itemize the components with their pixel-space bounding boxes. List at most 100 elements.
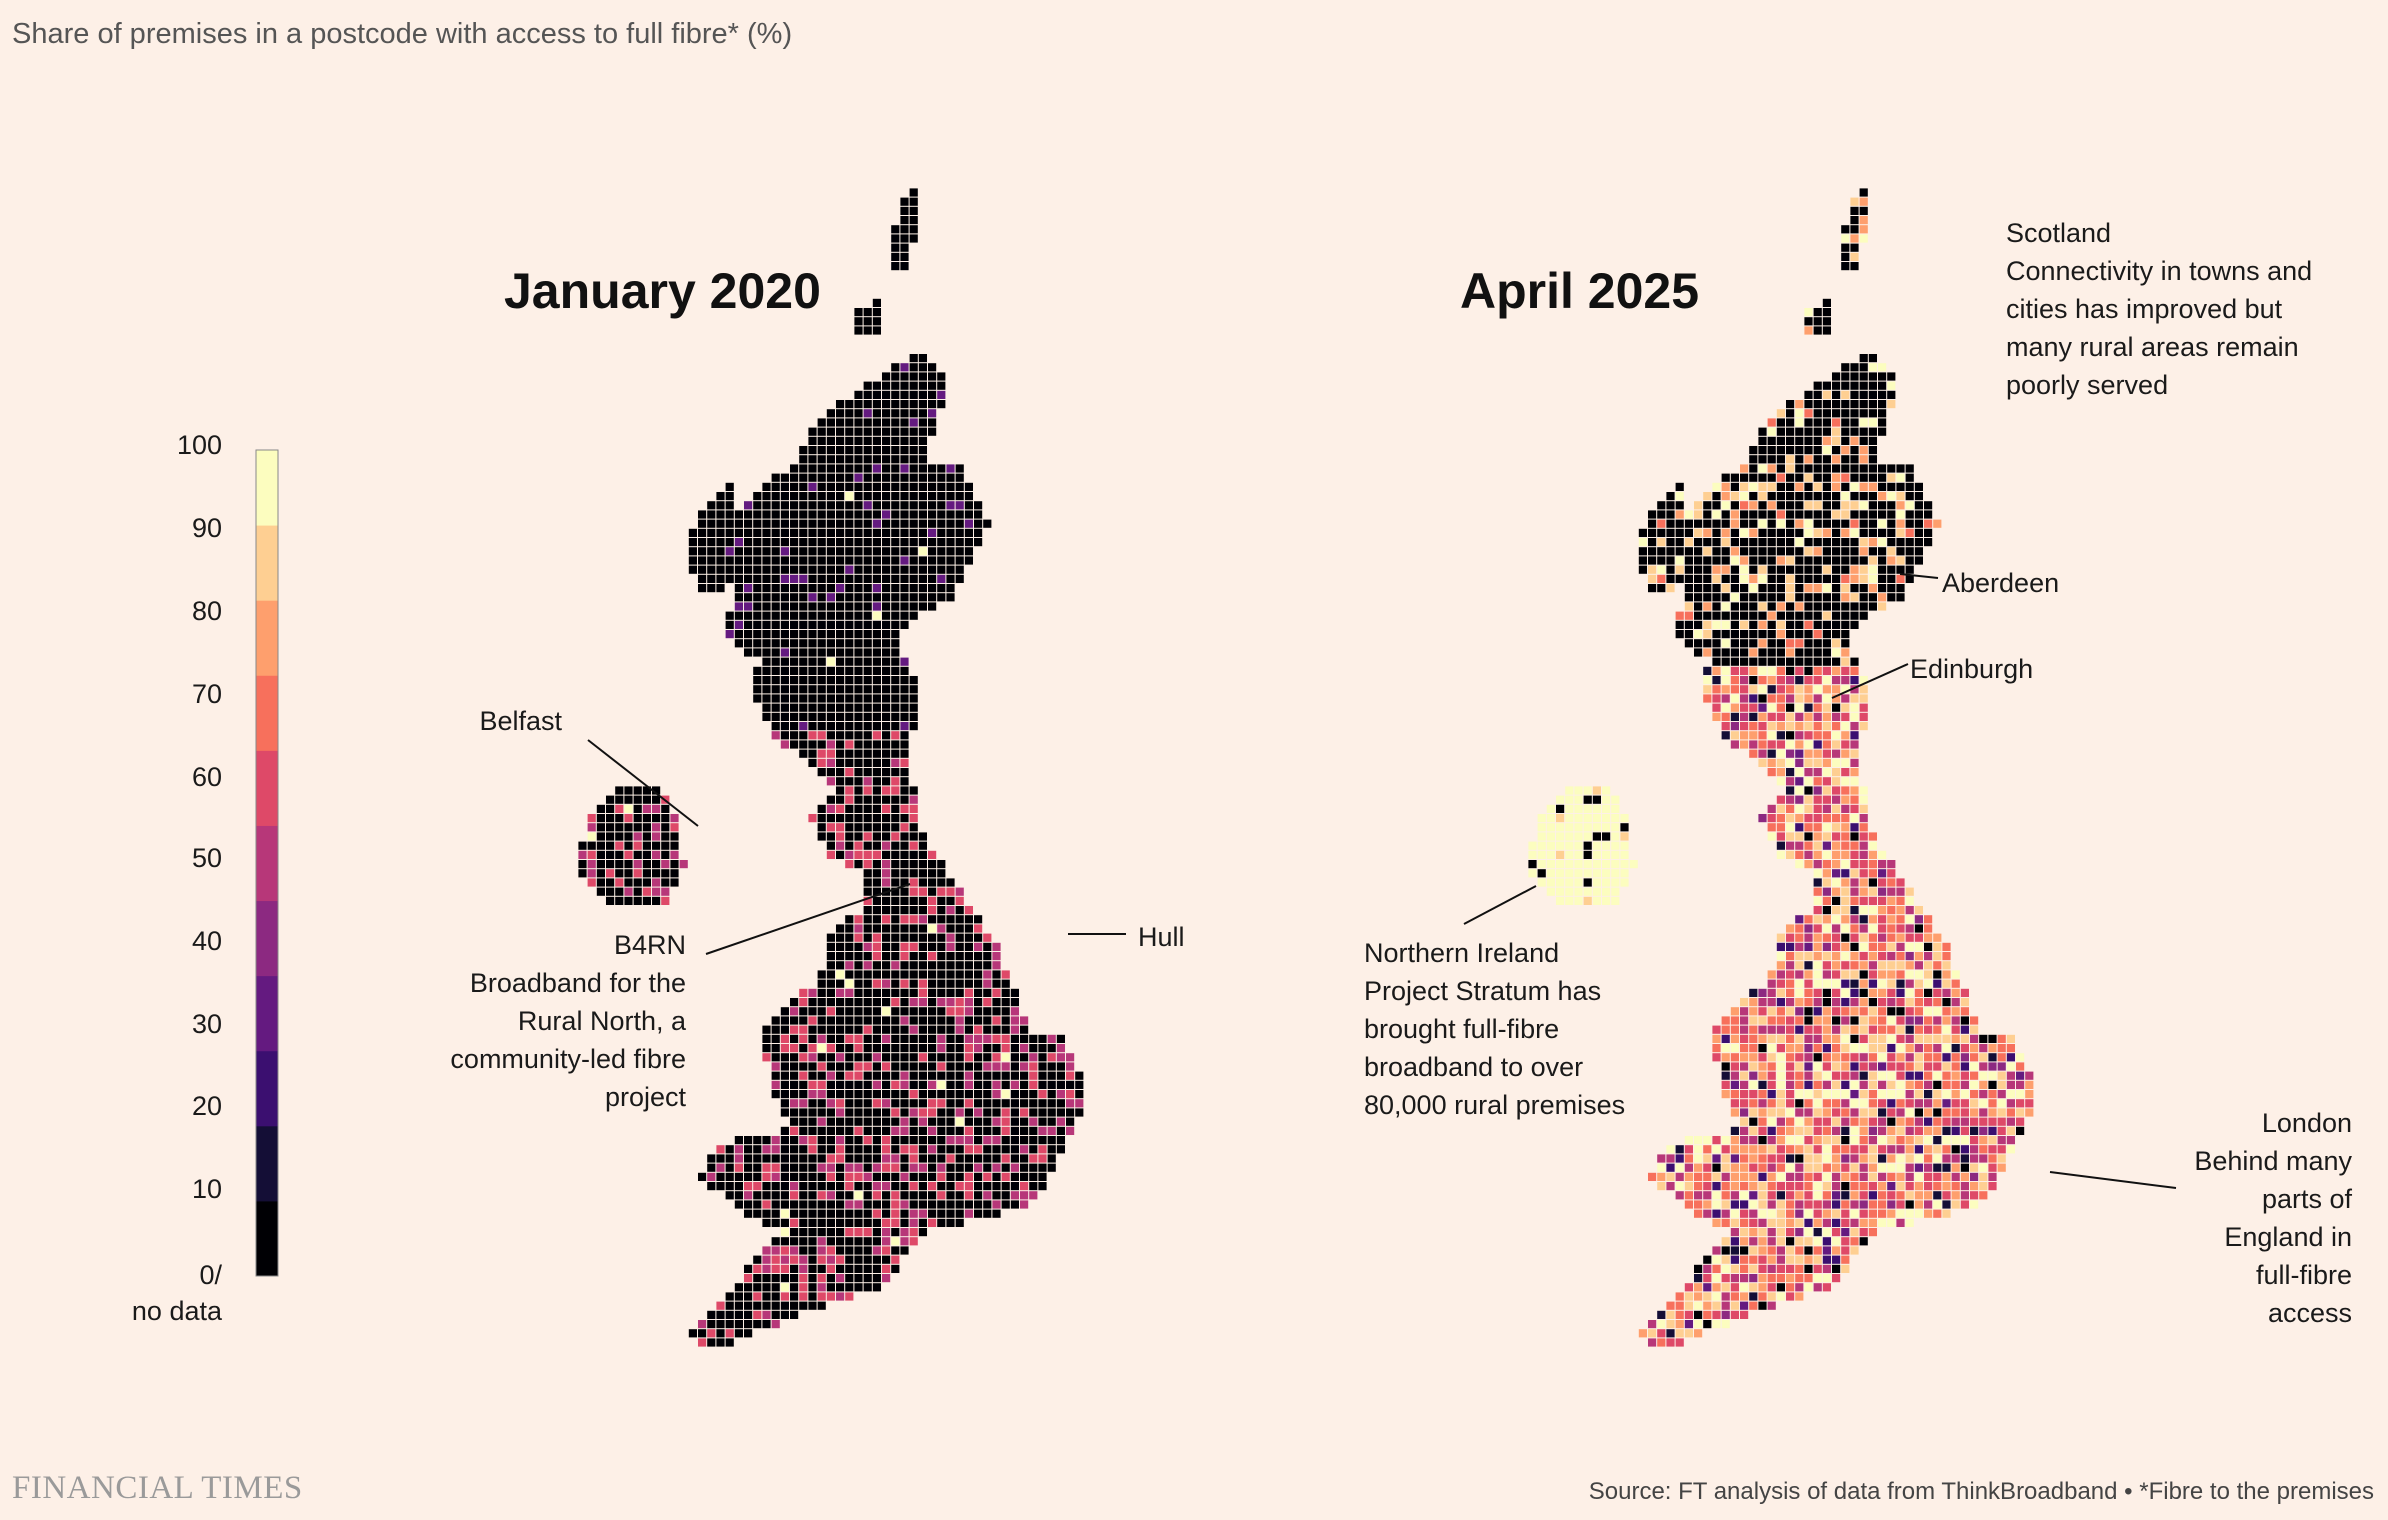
postcode-cell: [1804, 1062, 1813, 1071]
postcode-cell: [1684, 1172, 1693, 1181]
postcode-cell: [1758, 1154, 1767, 1163]
postcode-cell: [1951, 1154, 1960, 1163]
postcode-cell: [1988, 1034, 1997, 1043]
postcode-cell: [615, 832, 624, 841]
postcode-cell: [1841, 492, 1850, 501]
postcode-cell: [992, 1108, 1001, 1117]
postcode-cell: [1832, 924, 1841, 933]
postcode-cell: [1924, 1117, 1933, 1126]
postcode-cell: [670, 860, 679, 869]
postcode-cell: [872, 814, 881, 823]
postcode-cell: [799, 1191, 808, 1200]
postcode-cell: [1675, 1163, 1684, 1172]
postcode-cell: [1776, 1080, 1785, 1089]
postcode-cell: [854, 1246, 863, 1255]
postcode-cell: [1657, 1310, 1666, 1319]
postcode-cell: [854, 464, 863, 473]
postcode-cell: [826, 979, 835, 988]
postcode-cell: [1056, 1071, 1065, 1080]
postcode-cell: [836, 648, 845, 657]
postcode-cell: [1795, 1200, 1804, 1209]
postcode-cell: [1841, 887, 1850, 896]
postcode-cell: [854, 823, 863, 832]
postcode-cell: [1010, 1053, 1019, 1062]
postcode-cell: [1611, 887, 1620, 896]
postcode-cell: [1776, 1025, 1785, 1034]
postcode-cell: [1776, 758, 1785, 767]
postcode-cell: [1776, 1007, 1785, 1016]
postcode-cell: [1841, 942, 1850, 951]
postcode-cell: [1804, 970, 1813, 979]
postcode-cell: [1786, 1209, 1795, 1218]
postcode-cell: [1703, 593, 1712, 602]
postcode-cell: [1740, 1172, 1749, 1181]
postcode-cell: [817, 1034, 826, 1043]
postcode-cell: [900, 436, 909, 445]
postcode-cell: [1758, 648, 1767, 657]
postcode-cell: [1868, 593, 1877, 602]
postcode-cell: [1905, 1108, 1914, 1117]
postcode-cell: [1730, 1034, 1739, 1043]
postcode-cell: [1813, 455, 1822, 464]
postcode-cell: [615, 850, 624, 859]
postcode-cell: [1979, 1145, 1988, 1154]
postcode-cell: [1970, 1053, 1979, 1062]
postcode-cell: [1740, 1264, 1749, 1273]
postcode-cell: [1730, 1274, 1739, 1283]
postcode-cell: [882, 878, 891, 887]
postcode-cell: [900, 1099, 909, 1108]
postcode-cell: [1841, 363, 1850, 372]
postcode-cell: [1859, 685, 1868, 694]
postcode-cell: [854, 860, 863, 869]
postcode-cell: [799, 492, 808, 501]
postcode-cell: [1859, 1136, 1868, 1145]
postcode-cell: [1841, 262, 1850, 271]
postcode-cell: [964, 1053, 973, 1062]
postcode-cell: [780, 1007, 789, 1016]
postcode-cell: [1878, 933, 1887, 942]
postcode-cell: [1887, 924, 1896, 933]
postcode-cell: [928, 1163, 937, 1172]
postcode-cell: [1924, 519, 1933, 528]
postcode-cell: [1776, 1071, 1785, 1080]
postcode-cell: [1795, 731, 1804, 740]
postcode-cell: [891, 418, 900, 427]
postcode-cell: [1804, 850, 1813, 859]
postcode-cell: [964, 1145, 973, 1154]
postcode-cell: [799, 1062, 808, 1071]
postcode-cell: [1684, 1136, 1693, 1145]
postcode-cell: [1730, 584, 1739, 593]
postcode-cell: [863, 418, 872, 427]
postcode-cell: [808, 740, 817, 749]
postcode-cell: [836, 740, 845, 749]
postcode-cell: [633, 823, 642, 832]
postcode-cell: [1010, 1126, 1019, 1135]
postcode-cell: [1813, 556, 1822, 565]
postcode-cell: [1795, 630, 1804, 639]
postcode-cell: [909, 1044, 918, 1053]
postcode-cell: [1020, 1136, 1029, 1145]
postcode-cell: [1786, 1283, 1795, 1292]
postcode-cell: [845, 1117, 854, 1126]
postcode-cell: [1730, 1310, 1739, 1319]
postcode-cell: [1029, 1182, 1038, 1191]
postcode-cell: [1905, 464, 1914, 473]
postcode-cell: [1804, 1007, 1813, 1016]
postcode-cell: [1721, 510, 1730, 519]
postcode-cell: [1988, 1182, 1997, 1191]
postcode-cell: [817, 1071, 826, 1080]
postcode-cell: [1749, 620, 1758, 629]
postcode-cell: [1574, 869, 1583, 878]
postcode-cell: [808, 1200, 817, 1209]
postcode-cell: [909, 482, 918, 491]
postcode-cell: [1841, 602, 1850, 611]
postcode-cell: [1933, 1090, 1942, 1099]
postcode-cell: [1795, 777, 1804, 786]
postcode-cell: [1795, 400, 1804, 409]
postcode-cell: [854, 712, 863, 721]
postcode-cell: [771, 1218, 780, 1227]
postcode-cell: [1694, 1292, 1703, 1301]
postcode-cell: [1776, 961, 1785, 970]
postcode-cell: [1694, 1172, 1703, 1181]
postcode-cell: [1804, 492, 1813, 501]
